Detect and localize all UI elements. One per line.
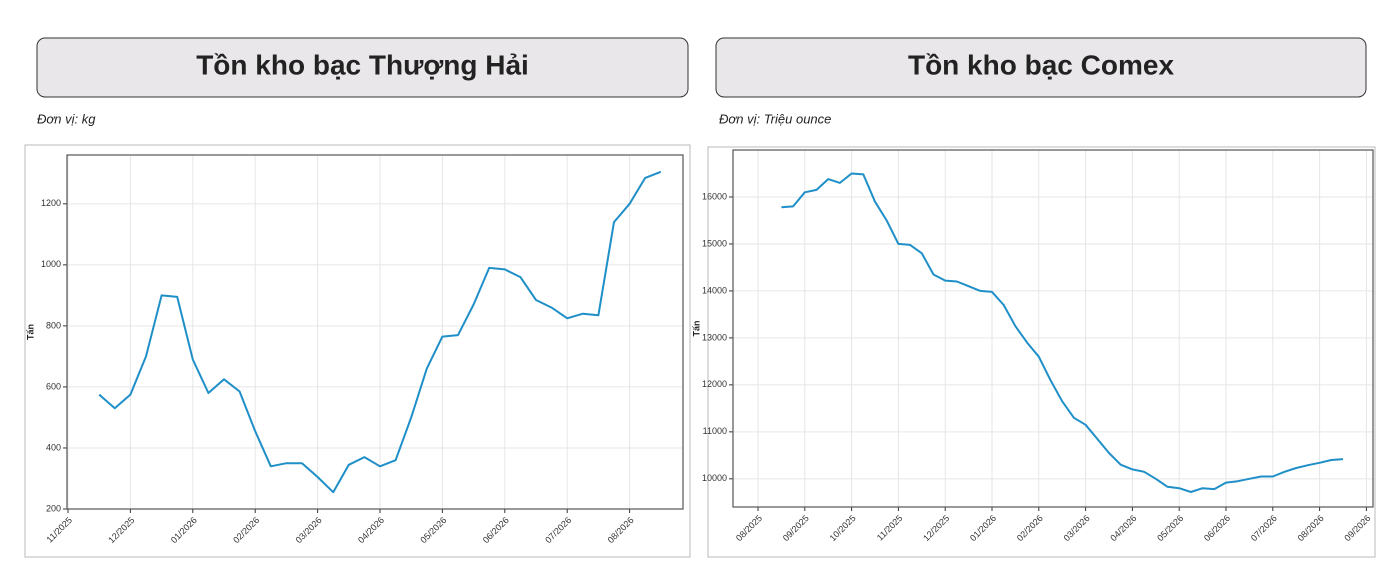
y-tick-label: 600 <box>46 381 61 391</box>
plot-border <box>732 149 1374 508</box>
y-tick-label: 16000 <box>702 191 727 201</box>
y-tick-label: 400 <box>46 442 61 452</box>
y-tick-label: 14000 <box>702 285 727 295</box>
chart-frame <box>24 144 691 558</box>
y-tick-label: 1000 <box>41 259 61 269</box>
chart-title: Tồn kho bạc Comex <box>908 49 1174 80</box>
header-box <box>36 37 689 98</box>
y-tick-label: 15000 <box>702 238 727 248</box>
y-tick-label: 11000 <box>703 426 727 436</box>
y-axis-label: Tấn <box>25 324 35 340</box>
y-axis-label: Tấn <box>691 320 701 336</box>
y-tick-label: 12000 <box>702 379 727 389</box>
data-line <box>781 172 1344 493</box>
subtitle: Đơn vị: Triệu ounce <box>719 111 831 126</box>
subtitle: Đơn vị: kg <box>37 111 96 126</box>
chart-frame <box>707 146 1376 558</box>
y-tick-label: 10000 <box>702 473 727 483</box>
header-box <box>715 37 1367 98</box>
plot-border <box>66 154 684 510</box>
chart-title: Tồn kho bạc Thượng Hải <box>196 49 529 80</box>
data-line <box>98 170 662 494</box>
y-tick-label: 1200 <box>41 198 61 208</box>
y-tick-label: 13000 <box>702 332 727 342</box>
y-tick-label: 800 <box>46 320 61 330</box>
y-tick-label: 200 <box>46 503 61 513</box>
